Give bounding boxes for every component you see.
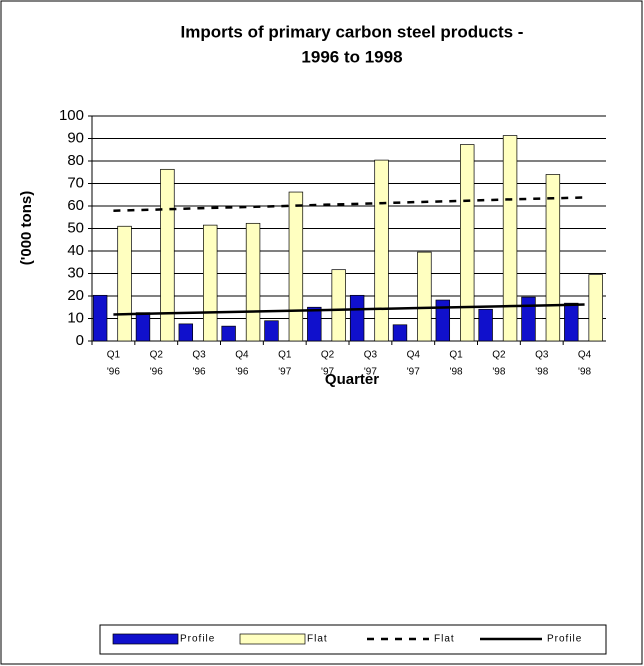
bar: [92, 294, 108, 342]
x-tick-label: Q4: [235, 350, 249, 361]
x-axis-title: Quarter: [325, 371, 379, 388]
bar: [588, 274, 603, 342]
bar: [374, 159, 389, 342]
bar: [288, 191, 304, 342]
bar: [545, 174, 561, 342]
legend-label: Flat: [307, 634, 328, 645]
x-tick-label: Q4: [407, 350, 421, 361]
y-tick-label: 0: [76, 332, 84, 349]
x-tick-label: '97: [364, 367, 377, 378]
legend-swatch: [112, 633, 179, 645]
x-tick-label: '97: [278, 367, 291, 378]
x-tick-label: Q2: [492, 350, 506, 361]
y-tick-label: 10: [67, 309, 84, 326]
legend-label: Profile: [180, 634, 215, 645]
y-tick-label: 40: [67, 242, 84, 259]
y-tick-label: 70: [67, 174, 84, 191]
legend-label: Profile: [547, 634, 582, 645]
x-tick-label: '96: [235, 367, 248, 378]
x-tick-label: Q3: [364, 350, 378, 361]
bar: [178, 323, 194, 342]
x-tick-label: Q1: [107, 350, 121, 361]
bar: [435, 299, 451, 342]
bar: [117, 225, 132, 342]
bar: [264, 320, 279, 342]
legend-swatch: [239, 633, 306, 645]
x-tick-label: '98: [578, 367, 591, 378]
bar: [564, 302, 579, 342]
bar: [221, 325, 236, 342]
x-tick-label: '98: [535, 367, 548, 378]
x-tick-label: '96: [107, 367, 120, 378]
x-tick-label: Q2: [150, 350, 164, 361]
x-tick-label: '96: [150, 367, 163, 378]
bar: [349, 294, 365, 342]
bar: [521, 296, 536, 342]
legend-label: Flat: [434, 634, 455, 645]
y-tick-label: 90: [67, 129, 84, 146]
x-tick-label: Q2: [321, 350, 335, 361]
x-tick-label: '98: [492, 367, 505, 378]
y-axis-title: ('000 tons): [18, 191, 35, 265]
bar: [460, 144, 475, 342]
bar: [135, 312, 151, 342]
chart-title: Imports of primary carbon steel products…: [181, 22, 524, 41]
trend-line: [113, 303, 585, 316]
x-tick-label: Q4: [578, 350, 592, 361]
x-tick-label: '97: [407, 367, 420, 378]
bar: [245, 222, 261, 342]
bar: [203, 224, 218, 342]
bar: [307, 306, 322, 342]
y-tick-label: 60: [67, 197, 84, 214]
bar: [392, 324, 408, 342]
bar: [502, 135, 518, 342]
trend-line: [113, 196, 585, 212]
x-tick-label: '96: [193, 367, 206, 378]
x-tick-label: Q1: [278, 350, 292, 361]
bar: [417, 251, 432, 342]
x-tick-label: Q1: [449, 350, 463, 361]
bar: [478, 308, 493, 342]
bar: [160, 168, 175, 342]
y-tick-label: 30: [67, 264, 84, 281]
y-tick-label: 50: [67, 219, 84, 236]
x-tick-label: Q3: [192, 350, 206, 361]
bar: [331, 269, 346, 342]
y-tick-label: 20: [67, 287, 84, 304]
x-tick-label: '97: [321, 367, 334, 378]
y-tick-label: 80: [67, 152, 84, 169]
x-tick-label: Q3: [535, 350, 549, 361]
chart-title: 1996 to 1998: [301, 47, 402, 66]
x-tick-label: '98: [450, 367, 463, 378]
y-tick-label: 100: [59, 107, 84, 124]
